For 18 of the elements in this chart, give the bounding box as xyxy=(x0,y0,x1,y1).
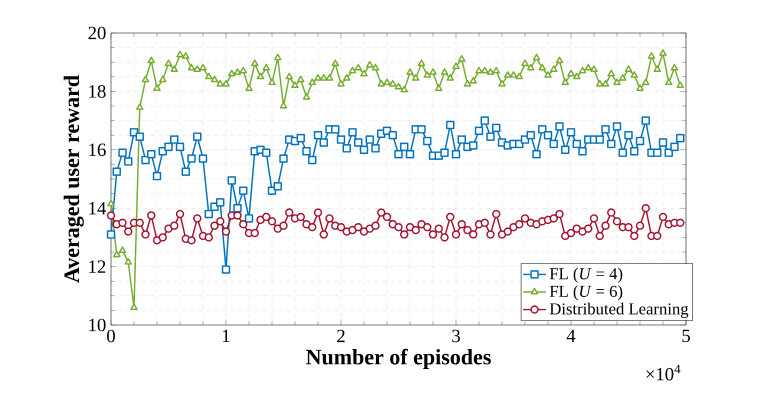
y-tick-label: 12 xyxy=(89,260,106,273)
legend-label: Distributed Learning xyxy=(550,302,688,318)
legend-label: FL (U = 4) xyxy=(550,268,622,283)
x-tick-label: 5 xyxy=(682,330,690,342)
legend-label: FL (U = 6) xyxy=(550,285,622,300)
x-tick-label: 3 xyxy=(452,330,460,342)
text: ×10$^{4}$ xyxy=(646,364,680,380)
x-tick-label: 4 xyxy=(566,330,576,342)
y-tick-label: 16 xyxy=(89,144,106,156)
y-tick-label: 20 xyxy=(88,26,106,40)
y-tick-label: 14 xyxy=(89,202,106,214)
x-tick-label: 2 xyxy=(337,330,345,342)
x-tick-label: 0 xyxy=(107,330,115,342)
y-tick-label: 10 xyxy=(89,318,106,332)
x-tick-label: 1 xyxy=(222,330,230,342)
y-tick-label: 18 xyxy=(89,85,106,98)
y-axis-title: Averaged user reward xyxy=(64,75,84,283)
x-axis-title: Number of episodes xyxy=(306,348,491,369)
